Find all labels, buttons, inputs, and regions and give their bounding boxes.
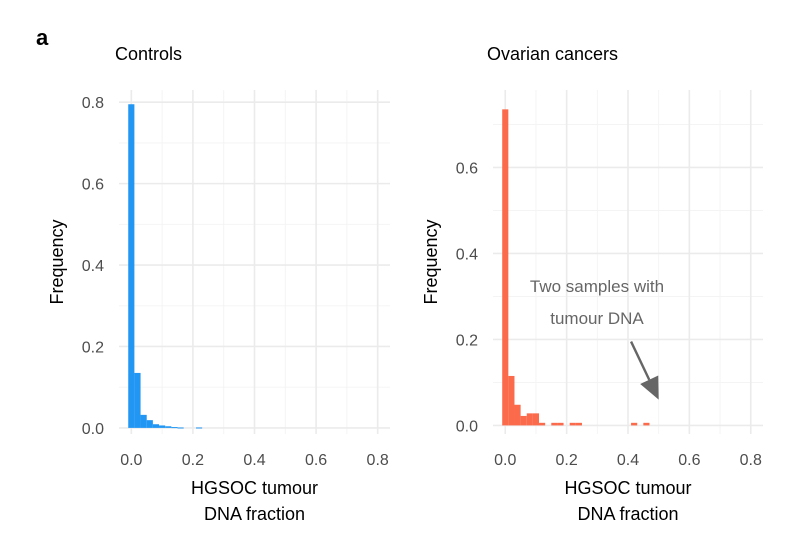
controls-y-tick-label: 0.4 <box>82 258 104 275</box>
controls-histogram-bar <box>177 427 184 429</box>
cancers-histogram-bar <box>520 415 527 426</box>
cancers-y-tick-label: 0.4 <box>456 246 478 263</box>
controls-y-tick-label: 0.8 <box>82 95 104 112</box>
controls-x-axis-title-line2: DNA fraction <box>204 504 305 524</box>
cancers-annotation-line2: tumour DNA <box>550 309 644 328</box>
cancers-panel-title: Ovarian cancers <box>487 44 618 64</box>
controls-histogram-bar <box>134 372 141 428</box>
cancers-histogram-bar <box>514 404 521 426</box>
cancers-histogram-bar <box>557 422 564 426</box>
controls-x-tick-label: 0.8 <box>367 452 389 469</box>
cancers-histogram-bar <box>502 109 509 426</box>
cancers-x-tick-label: 0.2 <box>556 452 578 469</box>
cancers-annotation-arrow-shaft <box>629 341 651 381</box>
controls-x-tick-label: 0.0 <box>120 452 142 469</box>
cancers-annotation-line1: Two samples with <box>530 277 664 296</box>
cancers-histogram-bar <box>508 375 515 426</box>
controls-histogram-bar <box>128 104 135 428</box>
cancers-annotation-arrow-head <box>640 375 659 400</box>
controls-x-tick-label: 0.2 <box>182 452 204 469</box>
cancers-histogram-bar <box>575 422 582 426</box>
controls-histogram-bar <box>140 414 147 428</box>
cancers-x-tick-label: 0.4 <box>617 452 639 469</box>
controls-histogram-bar <box>195 427 203 429</box>
cancers-y-tick-label: 0.6 <box>456 160 478 177</box>
cancers-x-tick-label: 0.0 <box>494 452 516 469</box>
cancers-histogram-bar <box>532 413 540 426</box>
controls-histogram-bar <box>146 420 153 428</box>
cancers-y-tick-label: 0.0 <box>456 418 478 435</box>
controls-histogram-panel: 0.0 0.2 0.4 0.6 0.8 0.0 0.2 0.4 0.6 0.8 Controls HG… <box>47 44 390 524</box>
cancers-x-axis-title-line1: HGSOC tumour <box>564 478 691 498</box>
cancers-histogram-bar <box>539 422 546 426</box>
cancers-y-tick-label: 0.2 <box>456 332 478 349</box>
cancers-histogram-bar <box>551 422 558 426</box>
cancers-y-axis-title: Frequency <box>421 219 441 304</box>
controls-x-tick-label: 0.4 <box>243 452 265 469</box>
controls-panel-title: Controls <box>115 44 182 64</box>
cancers-x-tick-label: 0.6 <box>678 452 700 469</box>
controls-histogram-bar <box>171 427 178 429</box>
cancers-x-axis-title-line2: DNA fraction <box>577 504 678 524</box>
controls-histogram-bar <box>159 425 166 428</box>
controls-y-tick-label: 0.2 <box>82 339 104 356</box>
cancers-histogram-bar <box>569 422 576 426</box>
controls-histogram-bar <box>165 426 172 428</box>
controls-y-tick-label: 0.6 <box>82 177 104 194</box>
controls-x-tick-label: 0.6 <box>305 452 327 469</box>
controls-y-tick-label: 0.0 <box>82 421 104 438</box>
panel-label: a <box>36 25 49 50</box>
cancers-histogram-bar <box>643 422 650 426</box>
controls-histogram-bar <box>152 424 160 428</box>
controls-x-axis-title-line1: HGSOC tumour <box>191 478 318 498</box>
cancers-histogram-bar <box>526 413 533 426</box>
cancers-histogram-bar <box>631 422 638 426</box>
ovarian-cancers-histogram-panel: 0.0 0.2 0.4 0.6 0.8 0.0 0.2 0.4 0.6 Ovarian cance… <box>421 44 763 524</box>
cancers-x-tick-label: 0.8 <box>740 452 762 469</box>
controls-y-axis-title: Frequency <box>47 219 67 304</box>
